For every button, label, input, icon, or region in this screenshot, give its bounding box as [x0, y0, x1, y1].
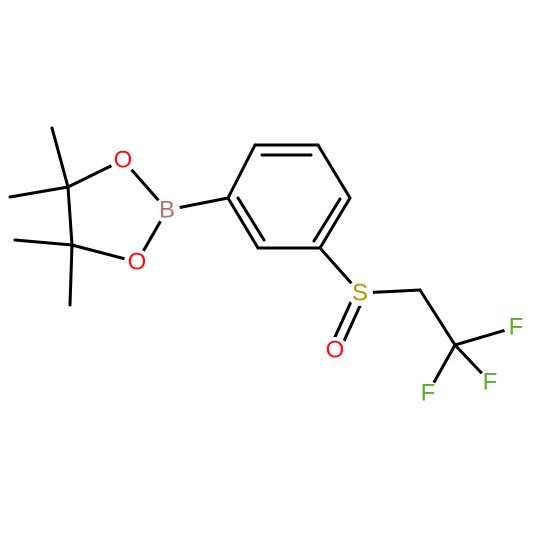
- label-bg: [347, 280, 373, 306]
- bond: [226, 143, 257, 200]
- atom-label: F: [509, 314, 524, 341]
- bond: [236, 196, 266, 242]
- bond: [316, 143, 352, 200]
- label-bg: [110, 147, 136, 173]
- bond: [68, 243, 74, 307]
- atom-label: O: [326, 337, 345, 364]
- bond: [418, 288, 457, 347]
- bond: [312, 197, 342, 243]
- label-bg: [504, 315, 528, 339]
- bond: [318, 196, 352, 250]
- bonds: [8, 126, 518, 395]
- bond: [66, 185, 74, 247]
- atom-label: B: [159, 197, 175, 224]
- bond: [8, 185, 70, 199]
- label-bg: [322, 337, 348, 363]
- atom-label: S: [352, 280, 368, 307]
- label-bg: [154, 197, 180, 223]
- bond: [13, 238, 74, 247]
- label-bg: [478, 370, 502, 394]
- atom-labels: O O B S O F F F: [110, 147, 528, 407]
- atom-label: O: [128, 249, 147, 276]
- bond: [50, 126, 70, 189]
- label-bg: [416, 381, 440, 405]
- atom-label: F: [483, 369, 498, 396]
- atom-label: O: [114, 147, 133, 174]
- label-bg: [124, 249, 150, 275]
- bond: [226, 196, 260, 250]
- atom-label: F: [421, 380, 436, 407]
